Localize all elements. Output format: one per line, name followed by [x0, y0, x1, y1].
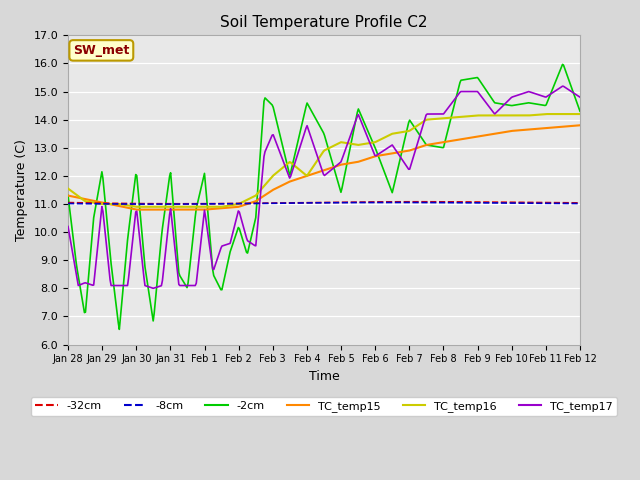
X-axis label: Time: Time [308, 370, 339, 383]
Legend: -32cm, -8cm, -2cm, TC_temp15, TC_temp16, TC_temp17: -32cm, -8cm, -2cm, TC_temp15, TC_temp16,… [31, 396, 617, 416]
Y-axis label: Temperature (C): Temperature (C) [15, 139, 28, 241]
Title: Soil Temperature Profile C2: Soil Temperature Profile C2 [220, 15, 428, 30]
Text: SW_met: SW_met [73, 44, 129, 57]
